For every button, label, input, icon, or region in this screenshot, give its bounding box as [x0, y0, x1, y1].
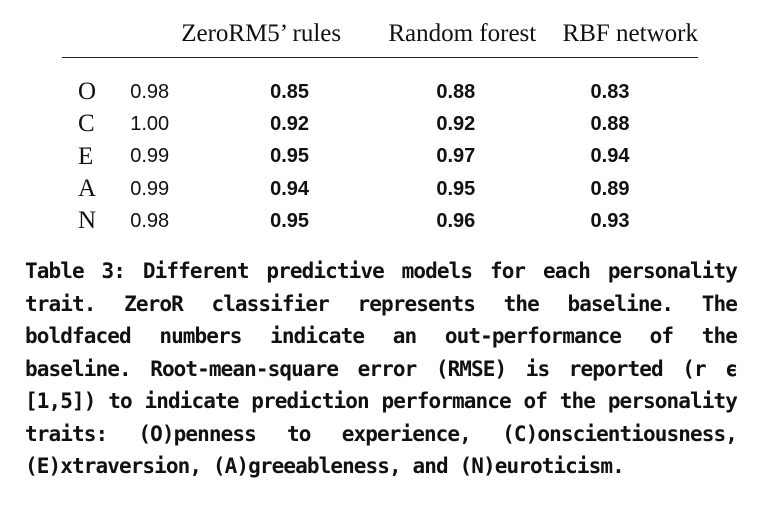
table-row: N 0.98 0.95 0.96 0.93: [62, 205, 698, 237]
zeror-cell: 0.98: [130, 209, 170, 232]
zeror-cell: 0.99: [130, 177, 170, 200]
table-row: A 0.99 0.94 0.95 0.89: [62, 173, 698, 205]
header-row: ZeroR M5’ rules Random forest RBF networ…: [62, 14, 698, 58]
m5-cell: 0.85: [270, 80, 310, 103]
rf-cell: 0.92: [436, 112, 476, 135]
header-zeror: ZeroR: [181, 20, 246, 47]
trait-cell: E: [78, 142, 94, 170]
rbf-cell: 0.94: [590, 145, 630, 168]
table-caption: Table 3: Different predictive models for…: [25, 255, 738, 483]
rbf-cell: 0.89: [590, 177, 630, 200]
table-row: E 0.99 0.95 0.97 0.94: [62, 141, 698, 173]
m5-cell: 0.95: [270, 209, 310, 232]
rbf-cell: 0.83: [590, 80, 630, 103]
zeror-cell: 0.99: [130, 145, 170, 168]
header-rbf-network: RBF network: [562, 20, 698, 47]
results-table: ZeroR M5’ rules Random forest RBF networ…: [62, 14, 698, 237]
table-header: ZeroR M5’ rules Random forest RBF networ…: [62, 14, 698, 58]
m5-cell: 0.95: [270, 145, 310, 168]
header-trait: [62, 14, 115, 58]
spacer-row: [62, 58, 698, 77]
table-body: O 0.98 0.85 0.88 0.83 C 1.00 0.92 0.92 0…: [62, 58, 698, 238]
rf-cell: 0.88: [436, 80, 476, 103]
header-random-forest: Random forest: [388, 20, 537, 47]
rf-cell: 0.95: [436, 177, 476, 200]
trait-cell: N: [78, 207, 97, 235]
m5-cell: 0.92: [270, 112, 310, 135]
results-table-container: ZeroR M5’ rules Random forest RBF networ…: [62, 14, 698, 237]
trait-cell: A: [78, 175, 97, 203]
zeror-cell: 0.98: [130, 80, 170, 103]
caption-text: Table 3: Different predictive models for…: [25, 259, 738, 478]
m5-cell: 0.94: [270, 177, 310, 200]
rbf-cell: 0.88: [590, 112, 630, 135]
trait-cell: C: [78, 110, 95, 138]
table-row: O 0.98 0.85 0.88 0.83: [62, 76, 698, 108]
rf-cell: 0.96: [436, 209, 476, 232]
zeror-cell: 1.00: [130, 112, 170, 135]
rbf-cell: 0.93: [590, 209, 630, 232]
header-m5-rules: M5’ rules: [245, 20, 342, 47]
rf-cell: 0.97: [436, 145, 476, 168]
table-row: C 1.00 0.92 0.92 0.88: [62, 108, 698, 140]
trait-cell: O: [78, 78, 97, 106]
